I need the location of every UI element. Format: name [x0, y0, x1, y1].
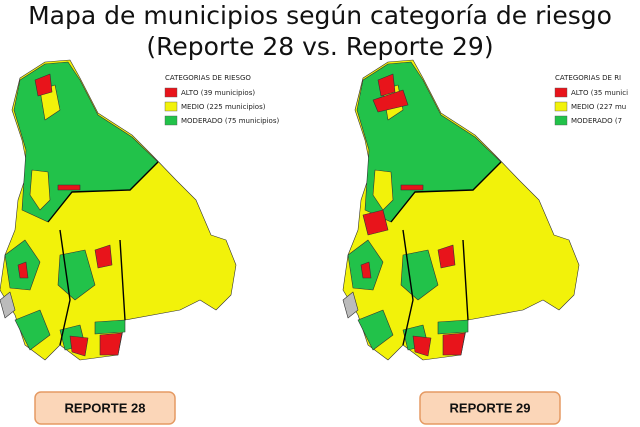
legend-label: ALTO (39 municipios): [181, 89, 255, 97]
legend-swatch: [164, 101, 178, 112]
report-button-label: REPORTE 28: [65, 400, 146, 415]
legend-label: ALTO (35 munici: [571, 89, 628, 97]
report-button: [34, 391, 176, 425]
subtitle: (Reporte 28 vs. Reporte 29): [146, 32, 494, 61]
legend-swatch: [164, 115, 178, 126]
legend-title: CATEGORIAS DE RIESGO: [165, 74, 251, 82]
legend-label: MODERADO (75 municipios): [181, 117, 279, 125]
legend-swatch: [164, 87, 178, 98]
legend-title: CATEGORIAS DE RI: [555, 74, 621, 82]
legend-swatch: [554, 115, 568, 126]
legend-label: MODERADO (7: [571, 117, 622, 125]
title: Mapa de municipios según categoría de ri…: [28, 1, 612, 30]
legend-swatch: [554, 87, 568, 98]
header: Mapa de municipios según categoría de ri…: [0, 0, 640, 62]
legend-label: MEDIO (225 municipios): [181, 103, 266, 111]
report-button: [419, 391, 561, 425]
legend-swatch: [554, 101, 568, 112]
legend-label: MEDIO (227 mu: [571, 103, 626, 111]
report-button-label: REPORTE 29: [450, 400, 531, 415]
